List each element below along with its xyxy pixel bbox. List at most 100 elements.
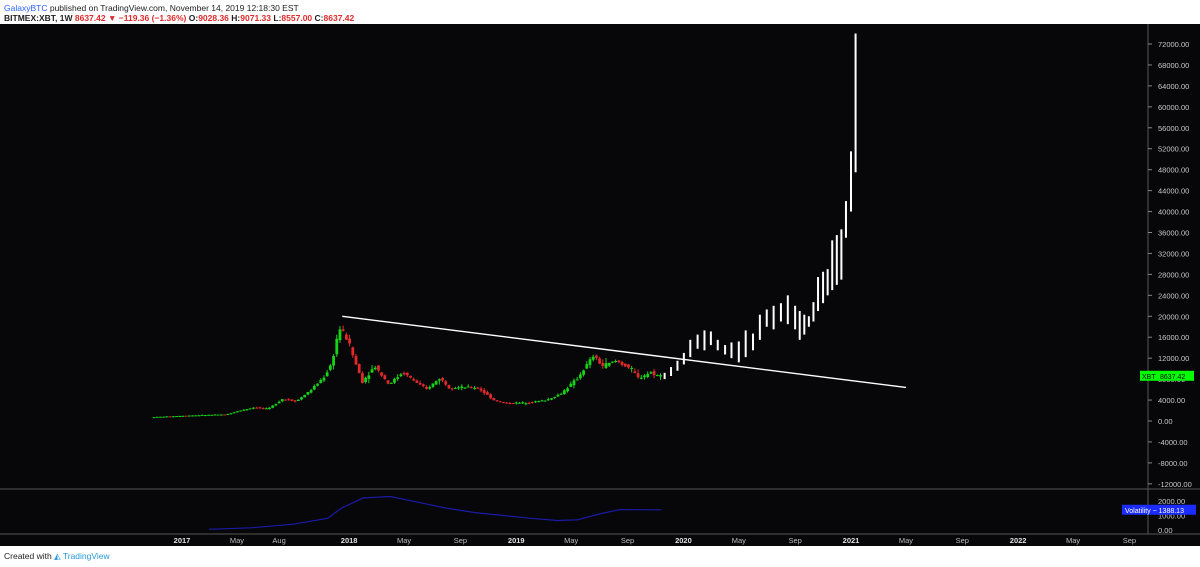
- candle-body: [268, 407, 271, 410]
- candle-body: [521, 402, 525, 404]
- candle-body: [585, 364, 589, 369]
- x-tick-label: Sep: [621, 536, 634, 545]
- y-tick-label: 16000.00: [1158, 333, 1189, 342]
- candle-body: [274, 404, 278, 406]
- candle-body: [389, 382, 393, 384]
- projection-bar: [758, 314, 761, 340]
- y-tick-label: 60000.00: [1158, 103, 1189, 112]
- candle-body: [659, 375, 662, 377]
- projection-bar: [765, 309, 768, 327]
- projection-bar: [716, 339, 719, 351]
- candle-body: [303, 395, 307, 398]
- candle-body: [428, 387, 432, 389]
- projection-bar: [854, 33, 857, 173]
- projection-bar: [844, 201, 847, 238]
- candle-body: [277, 401, 281, 404]
- candle-body: [287, 399, 291, 401]
- candle-body: [466, 386, 470, 388]
- tradingview-brand[interactable]: TradingView: [62, 551, 110, 561]
- y-tick-label: 68000.00: [1158, 61, 1189, 70]
- y-tick-label: 56000.00: [1158, 124, 1189, 133]
- candle-body: [582, 370, 585, 375]
- y-tick-label: 40000.00: [1158, 208, 1189, 217]
- candle-body: [412, 379, 416, 381]
- symbol-info: BITMEX:XBT, 1W 8637.42 ▼ −119.36 (−1.36%…: [4, 13, 354, 23]
- candle-body: [344, 334, 348, 340]
- projection-bar: [696, 334, 699, 349]
- projection-bar: [682, 352, 685, 365]
- candle-body: [409, 375, 412, 378]
- candle-body: [652, 371, 656, 376]
- candle-body: [386, 380, 390, 384]
- candle-body: [514, 402, 518, 404]
- candle-body: [325, 372, 329, 377]
- close-label: C:: [314, 13, 324, 23]
- chart-area[interactable]: 72000.00 68000.00 64000.00 60000.00 56000.00…: [0, 24, 1200, 546]
- candle-body: [578, 374, 582, 379]
- candle-body: [232, 412, 236, 414]
- candle-body: [271, 405, 275, 408]
- candle-body: [152, 417, 156, 419]
- projection-bar: [831, 240, 834, 291]
- candle-body: [380, 372, 384, 376]
- candle-body: [312, 385, 316, 390]
- candle-body: [197, 415, 201, 417]
- candle-body: [469, 387, 473, 389]
- candle-body: [245, 409, 249, 411]
- candle-body: [540, 400, 544, 402]
- projection-bar: [703, 330, 706, 351]
- candle-body: [165, 416, 169, 418]
- projection-bar: [670, 367, 673, 376]
- x-tick-label: May: [732, 536, 746, 545]
- x-tick-label: May: [397, 536, 411, 545]
- projection-bar: [724, 345, 727, 355]
- author-link[interactable]: GalaxyBTC: [4, 3, 48, 13]
- y-tick-label: 48000.00: [1158, 166, 1189, 175]
- candle-body: [306, 392, 310, 395]
- candle-body: [357, 363, 361, 374]
- candle-body: [332, 356, 335, 366]
- candle-body: [328, 365, 332, 370]
- vol-tick-label: 2000.00: [1158, 497, 1185, 506]
- candle-body: [399, 374, 403, 377]
- trendline: [342, 315, 907, 389]
- publish-info: GalaxyBTC published on TradingView.com, …: [4, 3, 299, 13]
- x-tick-label: Sep: [1123, 536, 1136, 545]
- candle-body: [518, 402, 521, 404]
- tradingview-logo-icon: ◭: [54, 551, 61, 561]
- x-tick-label: 2019: [508, 536, 525, 545]
- price-tag-value: 8637.42: [1160, 374, 1185, 381]
- candle-body: [569, 383, 573, 387]
- candle-body: [367, 375, 371, 379]
- candle-body: [473, 387, 477, 389]
- candle-body: [453, 388, 457, 390]
- candle-body: [396, 377, 400, 379]
- candle-body: [537, 400, 541, 402]
- candle-body: [210, 414, 214, 416]
- candle-body: [293, 400, 297, 402]
- candle-body: [248, 408, 252, 410]
- candle-body: [591, 356, 595, 360]
- y-tick-label: 20000.00: [1158, 312, 1189, 321]
- projection-bar: [772, 305, 775, 330]
- projection-bar: [744, 330, 747, 358]
- candle-body: [655, 375, 659, 377]
- open-value: 9028.36: [198, 13, 229, 23]
- candle-body: [415, 380, 419, 383]
- candle-body: [421, 384, 425, 387]
- candle-body: [649, 372, 653, 374]
- candle-body: [155, 416, 159, 418]
- projection-bar: [840, 229, 843, 280]
- y-tick-label: 44000.00: [1158, 187, 1189, 196]
- candle-body: [489, 394, 493, 399]
- projection-bar: [779, 303, 782, 322]
- x-tick-label: Sep: [956, 536, 969, 545]
- projection-bar: [730, 342, 733, 359]
- high-value: 9071.33: [240, 13, 272, 23]
- y-tick-label: -8000.00: [1158, 459, 1188, 468]
- candle-body: [492, 398, 496, 401]
- candle-body: [207, 414, 210, 416]
- candle-body: [418, 383, 422, 385]
- candle-body: [527, 403, 531, 405]
- x-tick-label: May: [1066, 536, 1080, 545]
